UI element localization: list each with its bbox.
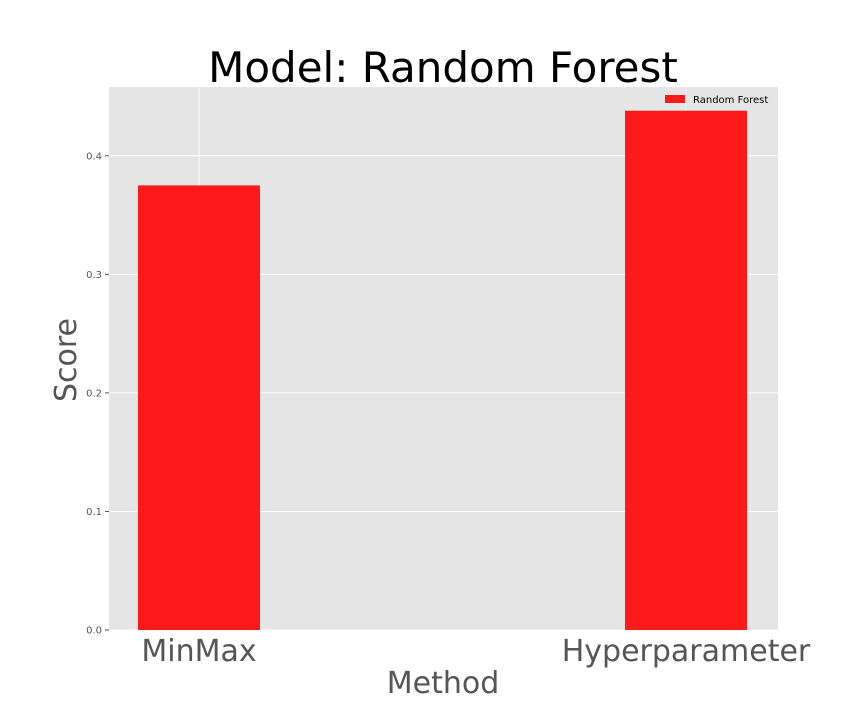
y-axis-ticks: 0.0 0.1 0.2 0.3 0.4 xyxy=(86,151,109,637)
y-tick-label: 0.0 xyxy=(86,626,102,637)
y-tick-label: 0.1 xyxy=(86,507,102,518)
legend: Random Forest xyxy=(659,91,773,109)
bar-minmax xyxy=(138,185,260,630)
x-axis-label: Method xyxy=(387,666,500,701)
y-tick-label: 0.3 xyxy=(86,270,102,281)
y-tick-label: 0.4 xyxy=(86,151,102,162)
x-axis-ticks: MinMax Hyperparameter xyxy=(141,634,811,669)
x-tick-label-minmax: MinMax xyxy=(141,634,256,669)
chart-title: Model: Random Forest xyxy=(208,43,678,92)
x-tick-label-hyperparameter: Hyperparameter xyxy=(562,634,811,669)
legend-label-random-forest: Random Forest xyxy=(693,95,768,106)
y-tick-label: 0.2 xyxy=(86,388,102,399)
legend-box xyxy=(659,91,773,109)
bar-hyperparameter xyxy=(625,110,747,630)
bars xyxy=(138,110,747,630)
y-axis-label: Score xyxy=(49,318,84,402)
legend-swatch-random-forest xyxy=(665,95,685,103)
